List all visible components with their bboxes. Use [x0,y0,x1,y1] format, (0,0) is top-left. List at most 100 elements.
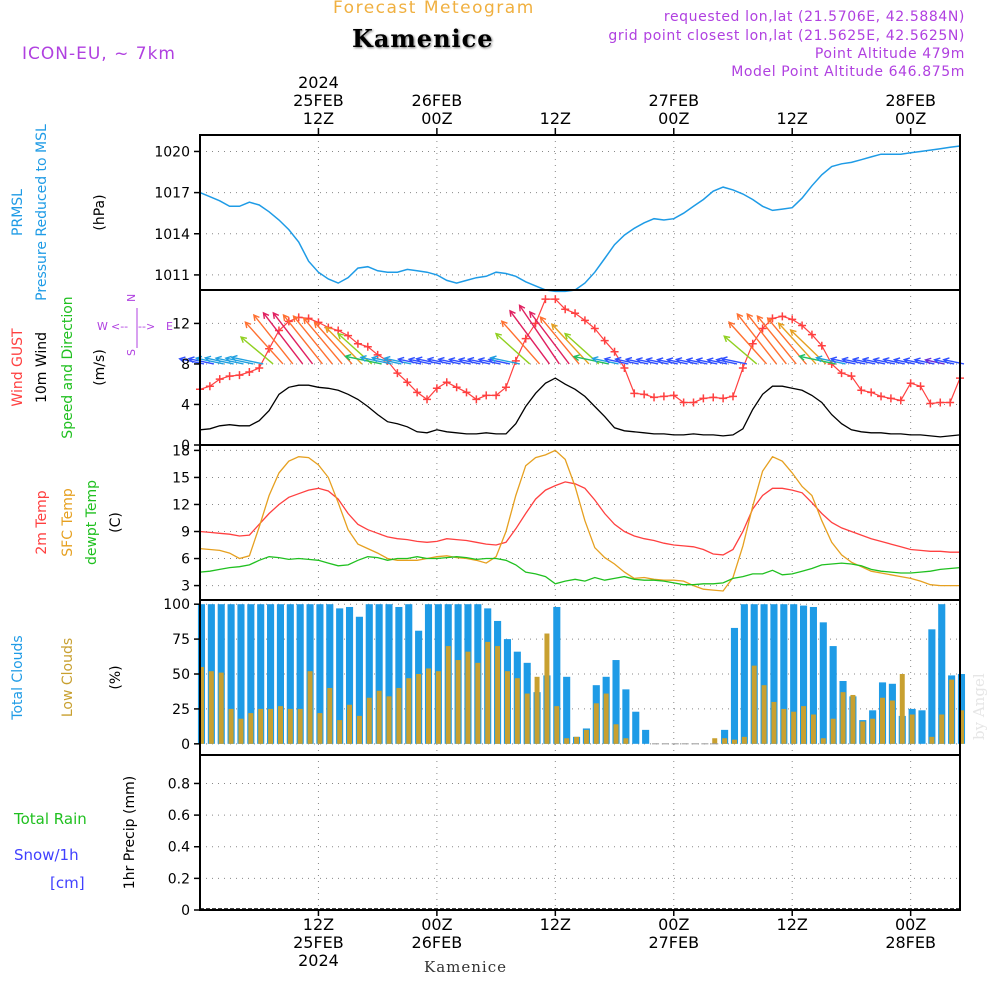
wind-wind-gust-line [199,298,961,405]
low-cloud-bar [258,708,264,744]
wind-arrow [240,336,274,365]
gust-marker [630,389,639,398]
precip-ytick-label: 0.2 [168,871,190,887]
gust-marker [837,369,846,378]
low-cloud-bar [909,714,915,744]
wind-frame [199,289,961,446]
product-title: Forecast Meteogram [333,0,535,18]
low-cloud-bar [297,708,303,744]
wind-arrow [604,358,629,365]
wind-arrow [778,322,817,365]
wind-arrow-head [723,335,731,343]
wind-arrow [816,357,846,365]
temperature-ytick-label: 9 [181,525,190,541]
low-cloud-bar [712,738,718,744]
precip-ytick-label: 0.8 [168,776,190,792]
gust-marker [728,392,737,401]
gust-marker [452,383,461,392]
pressure-ylabel: (hPa) [92,194,108,230]
total-cloud-bar [375,604,383,744]
wind-arrow [573,355,609,365]
total-cloud-bar [267,604,275,744]
wind-arrows-layer [178,304,965,365]
wind-arrow-head [539,316,547,324]
wind-arrow [646,358,669,365]
compass-n: N [125,294,138,302]
gust-marker [817,341,826,350]
low-cloud-bar [218,672,224,744]
gust-marker [877,392,886,401]
low-cloud-bar [801,706,807,744]
low-cloud-bar [356,715,362,744]
wind-arrow-head [336,332,345,340]
clouds-ytick-label: 100 [163,597,190,613]
bottom-time-label: 27FEB [648,933,699,952]
pressure-ytick-label: 1011 [154,268,190,284]
gust-marker [590,324,599,333]
total-cloud-bar [286,604,294,744]
total-cloud-bar [227,604,235,744]
gust-marker [373,350,382,359]
clouds-ytick-label: 75 [172,632,190,648]
wind-ytick-label: 8 [181,357,190,373]
low-cloud-bar [722,738,728,744]
wind-arrow-head [736,312,744,321]
top-time-label: 00Z [895,109,926,128]
wind-arrow [225,357,254,365]
wind-arrow [501,320,541,365]
low-cloud-bar [840,692,846,744]
low-cloud-bar [277,706,283,744]
low-cloud-bar [396,687,402,744]
temperature-dewpt-temp-line [199,556,961,586]
total-cloud-bar [257,604,265,744]
wind-arrow [272,312,314,365]
clouds-ylabel: (%) [108,665,124,689]
total-cloud-bar [336,608,344,744]
wind-10m-wind-line [199,377,961,438]
wind-arrow [615,358,639,365]
wind-arrow [490,357,520,365]
gust-marker [472,395,481,404]
wind-arrow-head [282,313,290,322]
wind-arrow-head [720,356,728,364]
total-cloud-bar [740,604,748,744]
wind-arrow [188,357,215,365]
wind-arrow [529,311,570,365]
gust-marker [245,368,254,377]
gust-marker [423,395,432,404]
total-cloud-bar [365,604,373,744]
wind-arrow-head [815,355,823,363]
low-cloud-bar [889,700,895,744]
total-cloud-bar [730,627,739,744]
gust-marker [501,383,510,392]
gust-marker [857,386,866,395]
wind-arrow [799,355,836,365]
low-cloud-bar [376,690,382,744]
gust-marker [946,398,955,407]
wind-arrow-head [777,322,785,330]
low-cloud-bar [741,736,747,744]
wind-arrow-head [665,357,674,365]
temperature-ytick-label: 3 [181,579,190,595]
wind-arrow [509,310,551,365]
wind-arrow [231,356,264,365]
low-cloud-bar [307,671,313,744]
top-time-label: 2024 [298,73,339,92]
wind-arrow-head [292,314,300,323]
wind-ylabel: Speed and Direction [60,296,76,438]
wind-arrow-head [798,353,806,361]
gust-marker [353,339,362,348]
gust-marker [610,347,619,356]
top-time-label: 26FEB [412,91,463,110]
gust-marker [788,315,797,324]
wind-arrow-head [500,320,508,328]
pressure-prmsl-line [199,145,961,293]
low-cloud-bar [731,739,737,744]
total-cloud-bar [957,674,966,744]
gust-marker [748,339,757,348]
gust-marker [482,391,491,400]
total-cloud-bar [385,604,393,744]
precip-legend-label: Snow/1h [14,846,79,864]
low-cloud-bar [613,724,619,744]
precip-frame [199,754,961,911]
